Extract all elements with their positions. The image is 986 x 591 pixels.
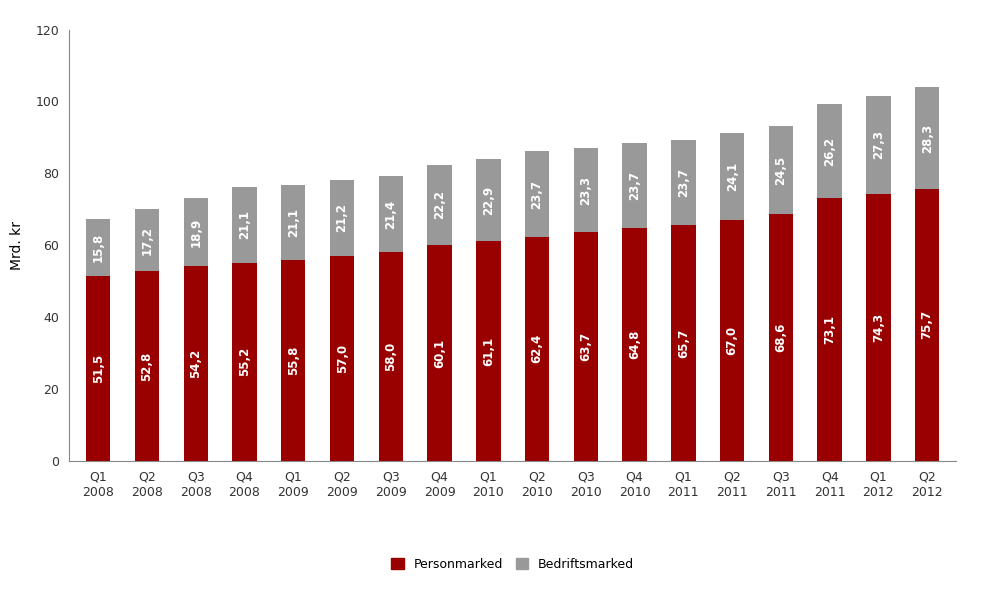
Text: 17,2: 17,2 (141, 226, 154, 255)
Bar (574, 232, 599, 461)
Text: 64,8: 64,8 (628, 330, 641, 359)
Text: 57,0: 57,0 (335, 344, 349, 373)
Bar (233, 262, 256, 461)
Bar (769, 126, 793, 215)
Text: 67,0: 67,0 (726, 326, 739, 355)
Text: 21,1: 21,1 (238, 210, 251, 239)
Text: 22,9: 22,9 (482, 186, 495, 215)
Bar (330, 180, 354, 256)
Bar (671, 139, 695, 225)
Text: 58,0: 58,0 (385, 342, 397, 371)
Bar (427, 245, 452, 461)
Bar (817, 104, 842, 198)
Legend: Personmarked, Bedriftsmarked: Personmarked, Bedriftsmarked (387, 553, 639, 576)
Bar (915, 87, 940, 189)
Text: 27,3: 27,3 (872, 130, 884, 160)
Bar (233, 187, 256, 262)
Bar (135, 209, 159, 271)
Bar (281, 184, 306, 261)
Bar (574, 148, 599, 232)
Bar (622, 228, 647, 461)
Text: 63,7: 63,7 (580, 332, 593, 361)
Text: 23,7: 23,7 (530, 180, 543, 209)
Bar (379, 252, 403, 461)
Text: 68,6: 68,6 (774, 323, 788, 352)
Bar (476, 159, 501, 241)
Text: 74,3: 74,3 (872, 313, 884, 342)
Text: 18,9: 18,9 (189, 217, 202, 247)
Bar (867, 194, 890, 461)
Text: 54,2: 54,2 (189, 349, 202, 378)
Text: 21,4: 21,4 (385, 199, 397, 229)
Bar (86, 219, 110, 276)
Bar (817, 198, 842, 461)
Text: 55,2: 55,2 (238, 347, 251, 376)
Bar (281, 261, 306, 461)
Text: 22,2: 22,2 (433, 190, 446, 219)
Text: 28,3: 28,3 (921, 124, 934, 152)
Bar (671, 225, 695, 461)
Text: 51,5: 51,5 (92, 354, 105, 383)
Bar (86, 276, 110, 461)
Y-axis label: Mrd. kr: Mrd. kr (10, 221, 25, 269)
Bar (525, 236, 549, 461)
Text: 75,7: 75,7 (921, 310, 934, 339)
Text: 62,4: 62,4 (530, 334, 543, 363)
Text: 24,5: 24,5 (774, 155, 788, 185)
Text: 52,8: 52,8 (141, 352, 154, 381)
Bar (427, 165, 452, 245)
Text: 55,8: 55,8 (287, 346, 300, 375)
Bar (867, 96, 890, 194)
Text: 60,1: 60,1 (433, 339, 446, 368)
Text: 23,7: 23,7 (628, 171, 641, 200)
Bar (769, 215, 793, 461)
Text: 61,1: 61,1 (482, 337, 495, 366)
Bar (135, 271, 159, 461)
Text: 21,1: 21,1 (287, 208, 300, 237)
Bar (720, 134, 744, 220)
Text: 21,2: 21,2 (335, 203, 349, 232)
Text: 26,2: 26,2 (823, 137, 836, 165)
Text: 23,3: 23,3 (580, 176, 593, 204)
Text: 65,7: 65,7 (676, 328, 690, 358)
Bar (622, 143, 647, 228)
Bar (476, 241, 501, 461)
Bar (379, 176, 403, 252)
Bar (183, 198, 208, 266)
Bar (330, 256, 354, 461)
Text: 24,1: 24,1 (726, 162, 739, 191)
Bar (183, 266, 208, 461)
Bar (720, 220, 744, 461)
Text: 15,8: 15,8 (92, 233, 105, 262)
Bar (915, 189, 940, 461)
Bar (525, 151, 549, 236)
Text: 23,7: 23,7 (676, 168, 690, 197)
Text: 73,1: 73,1 (823, 315, 836, 344)
